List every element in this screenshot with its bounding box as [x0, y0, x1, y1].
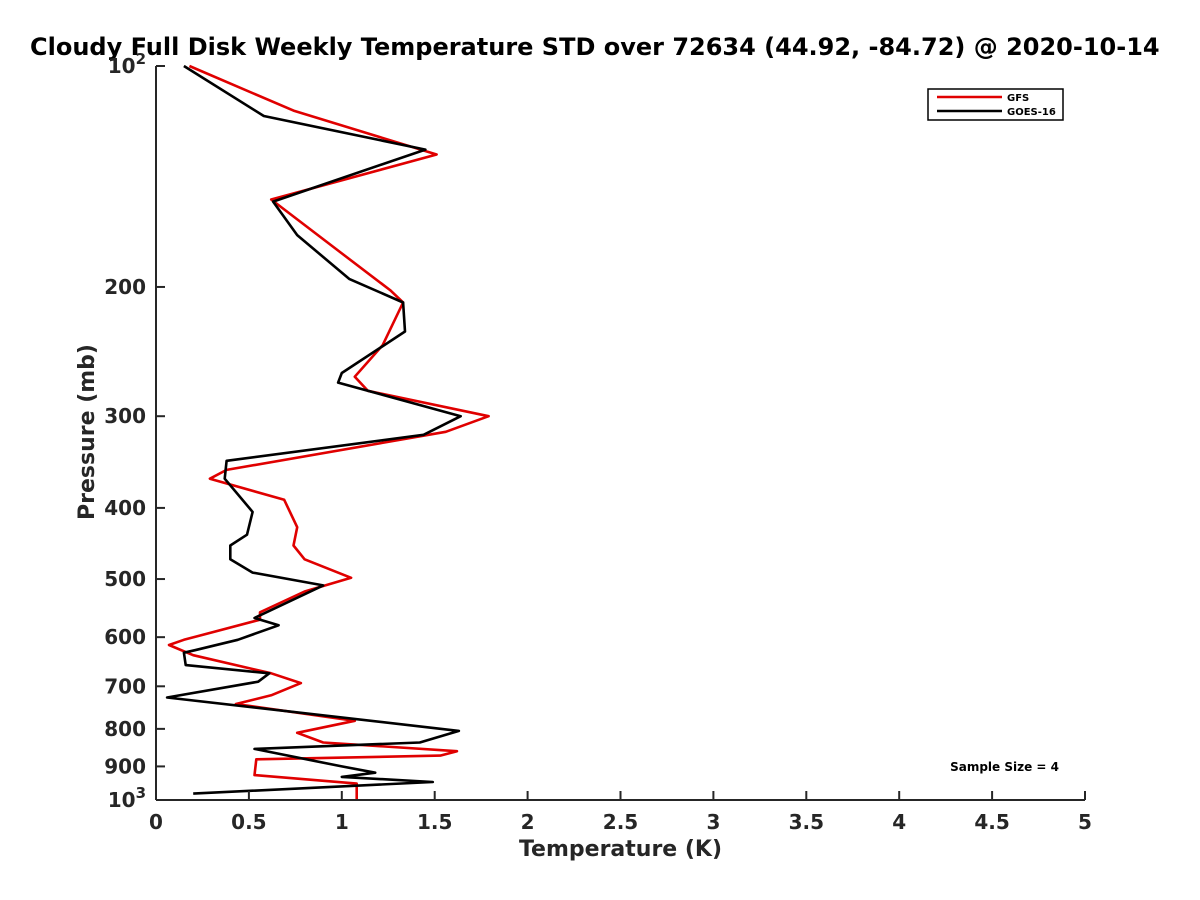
legend-box	[927, 88, 1064, 121]
y-tick-label: 700	[104, 674, 146, 698]
x-tick-label: 3	[706, 810, 720, 834]
legend-label: GOES-16	[1007, 107, 1056, 118]
y-tick-label: 103	[108, 784, 146, 812]
x-tick-label: 5	[1078, 810, 1092, 834]
y-tick-label: 300	[104, 404, 146, 428]
y-axis-label: Pressure (mb)	[75, 344, 100, 520]
y-tick-label: 800	[104, 717, 146, 741]
x-tick-label: 3.5	[789, 810, 824, 834]
x-tick-label: 1.5	[417, 810, 452, 834]
series-line-gfs	[167, 64, 490, 800]
x-axis-label: Temperature (K)	[519, 837, 722, 862]
y-tick-label: 102	[108, 50, 146, 78]
chart-title: Cloudy Full Disk Weekly Temperature STD …	[30, 33, 1160, 61]
legend: GFS GOES-16	[927, 88, 1064, 121]
series-line-goes-16	[165, 64, 463, 795]
series-layer	[165, 64, 490, 800]
y-tick-label: 400	[104, 496, 146, 520]
x-tick-label: 4.5	[974, 810, 1009, 834]
sample-size-annotation: Sample Size = 4	[950, 760, 1059, 774]
y-tick-label: 600	[104, 625, 146, 649]
y-tick-label: 500	[104, 567, 146, 591]
x-axis-ticks: 0 0.5 1 1.5 2 2.5 3 3.5 4 4.5 5	[149, 791, 1092, 834]
x-tick-label: 4	[892, 810, 906, 834]
y-axis-ticks: 102 200 300 400 500 600 700 800 900 103	[104, 50, 165, 812]
x-tick-label: 0.5	[231, 810, 266, 834]
y-tick-label: 200	[104, 275, 146, 299]
x-tick-label: 2.5	[603, 810, 638, 834]
x-tick-label: 1	[335, 810, 349, 834]
legend-label: GFS	[1007, 93, 1029, 104]
x-tick-label: 2	[521, 810, 535, 834]
axes-layer	[155, 66, 1085, 801]
y-tick-label: 900	[104, 754, 146, 778]
x-tick-label: 0	[149, 810, 163, 834]
